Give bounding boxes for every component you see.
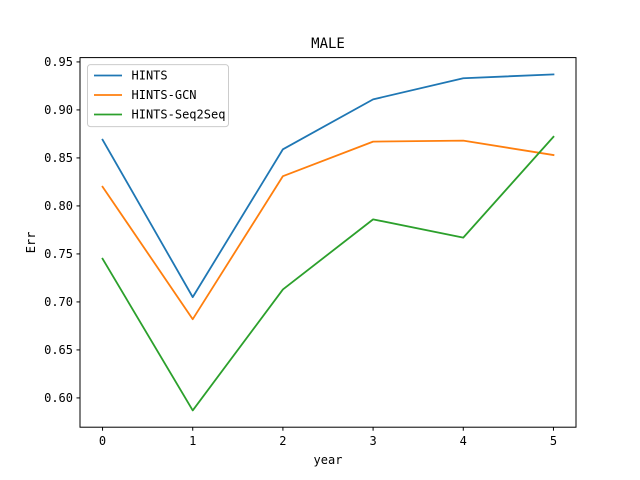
y-axis-ticks: 0.60 0.65 0.70 0.75 0.80 0.85 0.90 0.95 [44, 55, 80, 405]
y-tick-label: 0.95 [44, 55, 73, 69]
y-tick-label: 0.60 [44, 391, 73, 405]
x-tick-label: 0 [99, 434, 106, 448]
y-tick-label: 0.65 [44, 343, 73, 357]
y-tick-label: 0.70 [44, 295, 73, 309]
series-lines [101, 73, 555, 412]
series-line-hints [101, 73, 555, 299]
chart-title: MALE [311, 36, 345, 52]
x-tick-label: 4 [460, 434, 467, 448]
series-line-hints-gcn [101, 139, 555, 321]
y-tick-label: 0.85 [44, 151, 73, 165]
y-axis-label: Err [24, 232, 38, 254]
legend-box [87, 64, 229, 128]
y-tick-label: 0.90 [44, 103, 73, 117]
x-axis-label: year [314, 453, 343, 467]
x-tick-label: 2 [279, 434, 286, 448]
x-tick-label: 5 [550, 434, 557, 448]
legend-entry-label: HINTS-Seq2Seq [132, 108, 226, 122]
x-tick-label: 1 [189, 434, 196, 448]
y-tick-label: 0.75 [44, 247, 73, 261]
x-axis-ticks: 0 1 2 3 4 5 [99, 427, 557, 448]
y-tick-label: 0.80 [44, 199, 73, 213]
legend-entry-label: HINTS [132, 69, 168, 83]
legend-entry-label: HINTS-GCN [132, 88, 197, 102]
x-tick-label: 3 [369, 434, 376, 448]
plot-frame [79, 57, 577, 428]
legend: HINTS HINTS-GCN HINTS-Seq2Seq [87, 64, 229, 128]
series-line-hints-seq2seq [101, 135, 555, 412]
